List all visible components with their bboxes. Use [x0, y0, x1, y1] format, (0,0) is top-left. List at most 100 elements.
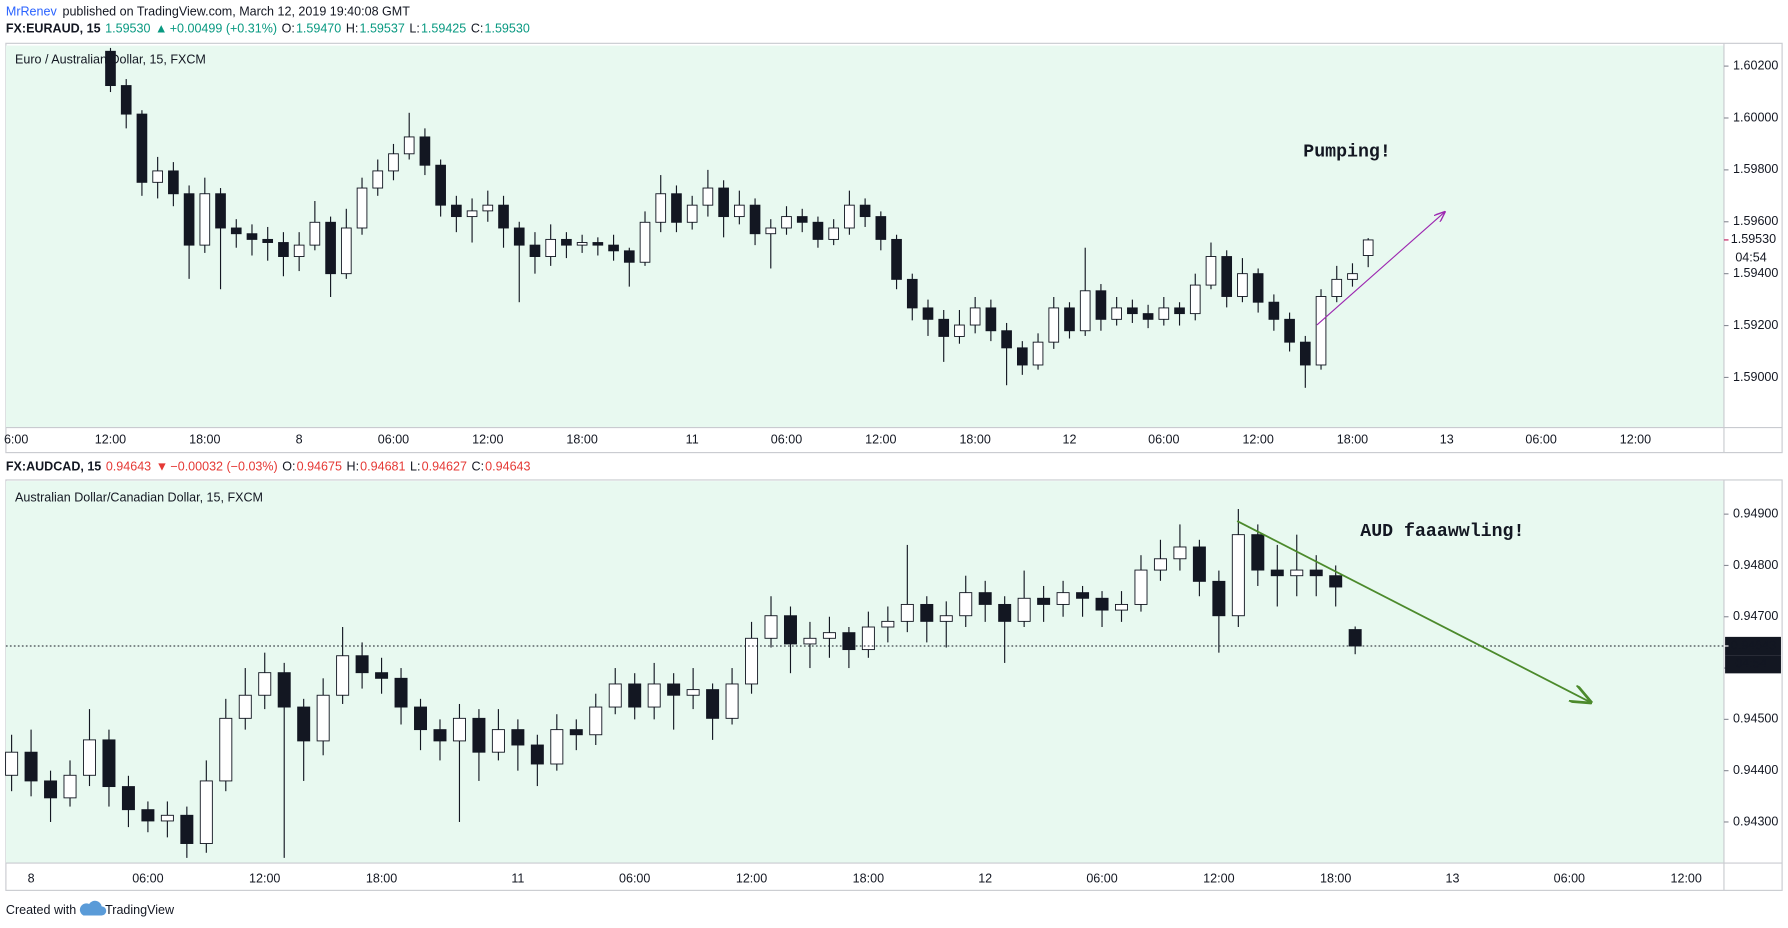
annotation: AUD faaawwling! [1360, 522, 1524, 542]
trend-arrow [1236, 520, 1590, 702]
symbol-info: FX:EURAUD, 15 1.59530 ▲ +0.00499 (+0.31%) O:… [6, 22, 530, 36]
candle-body [82, 739, 96, 776]
candle-body [561, 238, 572, 246]
candle-body [844, 204, 855, 229]
candle-body [102, 739, 116, 788]
candle-body [1016, 347, 1028, 366]
symbol-info: FX:AUDCAD, 15 0.94643 ▼ −0.00032 (−0.03%) O:… [6, 460, 531, 474]
chart-title: Australian Dollar/Canadian Dollar, 15, F… [15, 491, 263, 505]
candle-body [842, 632, 856, 651]
candle-body [749, 204, 761, 235]
candle-body [1251, 534, 1265, 571]
x-tick-label: 12:00 [865, 432, 896, 446]
candle-body [1153, 558, 1167, 571]
candle-body [550, 729, 564, 765]
chart-panel: FX:EURAUD, 15 1.59530 ▲ +0.00499 (+0.31%) O:… [4, 22, 1783, 454]
candle-body [745, 637, 759, 685]
candle-body [309, 221, 321, 246]
x-tick-label: 18:00 [1320, 871, 1351, 885]
candle-body [1237, 273, 1248, 297]
candle-body [1329, 575, 1343, 588]
candle-body [355, 655, 369, 674]
x-tick-label: 11 [686, 432, 699, 446]
candle-body [781, 216, 792, 229]
candle-body [702, 187, 714, 206]
y-tick-label: 1.59600 [1733, 214, 1778, 228]
x-tick-label: 8 [28, 871, 35, 885]
candle-body [803, 637, 817, 645]
candle-body [718, 187, 729, 218]
ohlc-value: 1.59470 [296, 22, 341, 36]
candle-body [491, 729, 505, 753]
last-price: 0.94643 [106, 460, 151, 474]
candle-body [1362, 239, 1374, 256]
candle-body [1189, 284, 1201, 315]
candle-body [764, 615, 778, 639]
candle-body [667, 683, 681, 696]
candle-body [472, 717, 486, 753]
candle-body [414, 706, 428, 731]
candle-body [628, 683, 642, 708]
candle-body [765, 227, 777, 235]
candle-body [63, 774, 77, 799]
candle-body [482, 204, 494, 212]
x-tick-label: 6:00 [4, 432, 28, 446]
candle-body [1142, 313, 1154, 320]
candle-body [1048, 307, 1060, 343]
candle-body [725, 683, 739, 719]
y-tick-label: 1.60200 [1733, 58, 1778, 72]
countdown-bg [1725, 249, 1781, 268]
ohlc-label: L: [410, 460, 420, 474]
ohlc-label: O: [282, 460, 295, 474]
candle-body [1348, 629, 1362, 647]
x-tick-label: 11 [511, 871, 524, 885]
candle-body [920, 603, 934, 622]
candle-body [262, 238, 274, 243]
chart-panel: FX:AUDCAD, 15 0.94643 ▼ −0.00032 (−0.03%) O:… [5, 460, 1783, 891]
ohlc-value: 0.94681 [360, 460, 405, 474]
x-tick-label: 06:00 [1086, 871, 1117, 885]
publish-line: MrRenev published on TradingView.com, Ma… [6, 5, 410, 19]
author[interactable]: MrRenev [6, 5, 58, 19]
candle-body [647, 683, 661, 708]
candle-body [796, 216, 808, 223]
candle-body [938, 318, 950, 337]
candle-body [985, 307, 997, 332]
candle-body [511, 729, 525, 746]
candle-body [466, 210, 478, 218]
y-tick-label: 0.94400 [1733, 763, 1778, 777]
candle-body [891, 238, 902, 280]
candle-body [1252, 273, 1264, 303]
brand-link[interactable]: TradingView [105, 903, 175, 917]
candle-body [451, 204, 462, 218]
x-tick-label: 12:00 [1671, 871, 1702, 885]
x-tick-label: 12:00 [249, 871, 280, 885]
charts: FX:EURAUD, 15 1.59530 ▲ +0.00499 (+0.31%) O:… [4, 22, 1783, 891]
y-tick-label: 1.59800 [1733, 162, 1778, 176]
x-tick-label: 12:00 [736, 871, 767, 885]
candle-body [219, 717, 233, 782]
candle-body [278, 242, 289, 257]
x-tick-label: 18:00 [959, 432, 990, 446]
ohlc-label: C: [471, 22, 484, 36]
ohlc-value: 1.59530 [485, 22, 530, 36]
candle-body [969, 307, 981, 326]
x-tick-label: 13 [1446, 871, 1460, 885]
price-tag: 1.59530 [1731, 232, 1776, 246]
x-tick-label: 06:00 [1148, 432, 1179, 446]
candle-body [372, 170, 384, 189]
candle-body [356, 187, 368, 229]
candle-body [1231, 534, 1245, 617]
annotation: Pumping! [1303, 142, 1391, 162]
y-tick-label: 1.60000 [1733, 110, 1778, 124]
candle-body [1192, 546, 1206, 582]
candle-body [1299, 341, 1311, 366]
candle-body [545, 238, 557, 257]
price-tag: 0.94643 [1731, 638, 1776, 652]
candle-body [592, 242, 604, 246]
plot-background [5, 45, 1724, 428]
candle-body [1174, 307, 1185, 315]
candle-body [388, 153, 399, 172]
candle-body [1221, 256, 1233, 297]
